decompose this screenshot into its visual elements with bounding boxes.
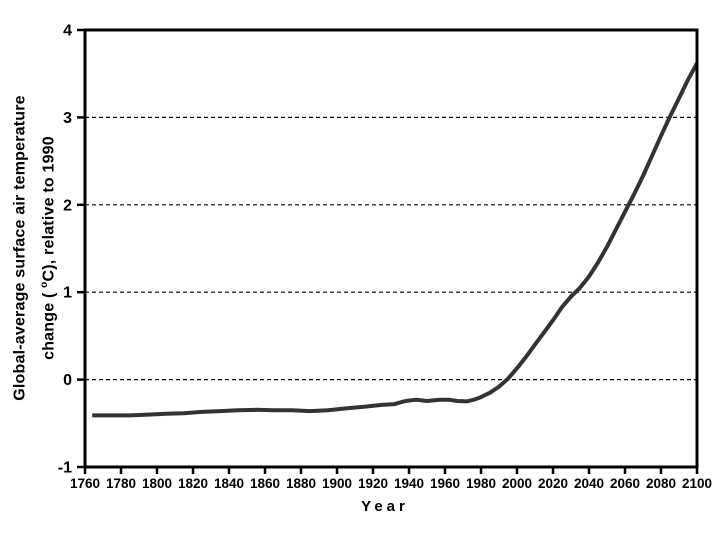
x-tick-label-1940: 1940 xyxy=(394,476,424,491)
x-tick-label-1840: 1840 xyxy=(214,476,244,491)
x-tick-label-2040: 2040 xyxy=(574,476,604,491)
y-tick-label-1: 1 xyxy=(63,285,72,302)
y-tick-label-3: 3 xyxy=(63,110,72,127)
x-tick-label-1860: 1860 xyxy=(250,476,280,491)
y-axis-title-line2-prefix: change ( xyxy=(40,287,58,360)
x-tick-label-1980: 1980 xyxy=(466,476,496,491)
x-tick-label-1920: 1920 xyxy=(358,476,388,491)
x-axis-title: Year xyxy=(361,498,409,515)
x-tick-label-1820: 1820 xyxy=(178,476,208,491)
y-axis-title-line2-suffix: C), relative to 1990 xyxy=(40,136,58,282)
x-tick-label-1800: 1800 xyxy=(142,476,172,491)
x-tick-label-2020: 2020 xyxy=(538,476,568,491)
y-axis-title-line2: change ( oC), relative to 1990 xyxy=(35,30,64,467)
temperature-line-series-0 xyxy=(92,62,699,418)
x-tick-label-2060: 2060 xyxy=(610,476,640,491)
x-tick-label-1780: 1780 xyxy=(106,476,136,491)
y-axis-title-line1: Global-average surface air temperature xyxy=(11,95,29,401)
y-axis-title: Global-average surface air temperature c… xyxy=(6,30,64,467)
y-tick-label-4: 4 xyxy=(63,23,72,40)
x-tick-label-2100: 2100 xyxy=(682,476,712,491)
x-tick-label-2000: 2000 xyxy=(502,476,532,491)
y-tick-label-0: 0 xyxy=(63,372,72,389)
y-tick-label-2: 2 xyxy=(63,197,72,214)
x-tick-label-2080: 2080 xyxy=(646,476,676,491)
y-tick-label--1: -1 xyxy=(58,460,72,477)
x-tick-label-1960: 1960 xyxy=(430,476,460,491)
plot-frame xyxy=(83,28,699,469)
x-tick-label-1760: 1760 xyxy=(70,476,100,491)
degree-symbol: o xyxy=(39,281,51,288)
x-tick-label-1900: 1900 xyxy=(322,476,352,491)
x-tick-label-1880: 1880 xyxy=(286,476,316,491)
